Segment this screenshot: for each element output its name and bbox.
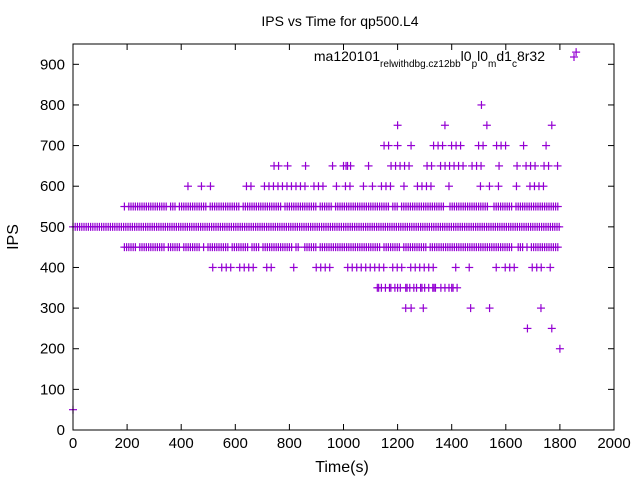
x-axis-label: Time(s) [315,459,369,476]
data-points [69,48,581,414]
x-tick-label: 800 [277,435,302,452]
data-band [380,141,551,150]
x-tick-label: 1800 [543,435,576,452]
data-band [69,222,564,231]
data-point [572,48,581,57]
x-tick-label: 1200 [381,435,414,452]
data-point [393,121,402,130]
data-point [482,121,491,130]
data-point [477,100,486,109]
data-point [555,344,564,353]
x-tick-label: 1600 [489,435,522,452]
y-tick-label: 400 [40,259,65,276]
data-point [419,304,428,313]
data-band [183,182,548,191]
data-band [270,161,562,170]
data-point [453,283,462,292]
data-point [466,304,475,313]
data-point [485,304,494,313]
y-tick-label: 300 [40,300,65,317]
y-tick-label: 0 [57,422,65,439]
legend: ma120101relwithdbg.cz12bbl0pl0md1c8r32 [314,48,578,70]
y-axis-label: IPS [5,224,22,250]
x-tick-label: 200 [115,435,140,452]
data-point [523,324,532,333]
axis-ticks: 0 200 400 600 800 1000 1200 1400 1600 1800 2000 0 10… [40,44,631,452]
data-point [547,121,556,130]
legend-entry-label: ma120101relwithdbg.cz12bbl0pl0md1c8r32 [314,48,545,70]
y-tick-label: 200 [40,341,65,358]
data-point [547,324,556,333]
x-tick-label: 600 [223,435,248,452]
plot-frame [72,43,615,431]
x-tick-label: 2000 [597,435,630,452]
x-tick-label: 1400 [435,435,468,452]
y-tick-label: 600 [40,178,65,195]
chart-title: IPS vs Time for qp500.L4 [261,13,418,29]
x-tick-label: 0 [69,435,77,452]
data-point [536,304,545,313]
x-tick-label: 1000 [327,435,360,452]
data-band [120,202,562,211]
data-band [120,243,562,252]
x-tick-label: 400 [169,435,194,452]
data-band [208,263,555,272]
y-tick-label: 800 [40,97,65,114]
data-point [407,304,416,313]
y-tick-label: 700 [40,138,65,155]
data-point [440,121,449,130]
y-tick-label: 500 [40,219,65,236]
y-tick-label: 900 [40,56,65,73]
y-tick-label: 100 [40,381,65,398]
legend-marker [570,53,578,61]
